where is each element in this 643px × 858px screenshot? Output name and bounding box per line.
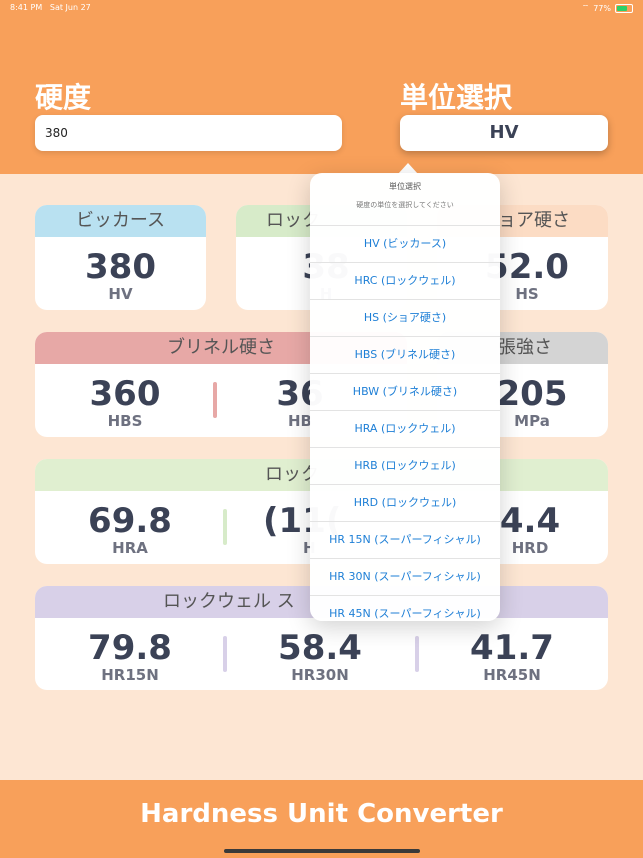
popover-item-hrc[interactable]: HRC (ロックウェル) (310, 262, 500, 299)
popover-subtitle: 硬度の単位を選択してください (356, 201, 454, 209)
popover-item-hra[interactable]: HRA (ロックウェル) (310, 410, 500, 447)
hbs-value-group: 360 HBS (75, 376, 175, 430)
vickers-unit: HV (108, 285, 133, 303)
hr15n-value: 79.8 (88, 628, 172, 668)
hra-value-group: 69.8 HRA (75, 503, 185, 557)
unit-select-button[interactable]: HV (400, 115, 608, 151)
tensile-value-group: 205 MPa (477, 376, 587, 430)
popover-item-hr30n[interactable]: HR 30N (スーパーフィシャル) (310, 558, 500, 595)
wifi-icon: ⌔ (581, 3, 590, 12)
hbs-unit: HBS (107, 412, 143, 430)
hra-value: 69.8 (88, 501, 172, 541)
footer: Hardness Unit Converter (0, 780, 643, 858)
unit-popover: 単位選択 硬度の単位を選択してください HV (ビッカース) HRC (ロックウ… (310, 173, 500, 621)
vickers-title: ビッカース (35, 205, 206, 237)
home-indicator[interactable] (224, 849, 420, 853)
popover-item-hrb[interactable]: HRB (ロックウェル) (310, 447, 500, 484)
hr45n-value-group: 41.7 HR45N (457, 630, 567, 684)
unit-select-label: 単位選択 (400, 81, 513, 114)
hardness-input[interactable]: 380 (35, 115, 342, 151)
hbs-value: 360 (89, 374, 161, 414)
vickers-value: 380 (85, 247, 156, 287)
popover-title: 単位選択 (389, 182, 421, 191)
status-time: 8:41 PM (10, 3, 43, 12)
popover-item-hv[interactable]: HV (ビッカース) (310, 225, 500, 262)
popover-item-hbw[interactable]: HBW (ブリネル硬さ) (310, 373, 500, 410)
hrd-value-group: 4.4 HRD (495, 503, 565, 557)
popover-item-hr15n[interactable]: HR 15N (スーパーフィシャル) (310, 521, 500, 558)
footer-title: Hardness Unit Converter (140, 799, 503, 829)
vickers-value-group: 380 HV (35, 249, 206, 303)
hr30n-unit: HR30N (291, 666, 349, 684)
popover-list: HV (ビッカース) HRC (ロックウェル) HS (ショア硬さ) HBS (… (310, 225, 500, 621)
tensile-value: 205 (496, 374, 568, 414)
hr45n-unit: HR45N (483, 666, 541, 684)
superficial-separator-1 (223, 636, 227, 672)
hrd-unit: HRD (511, 539, 549, 557)
popover-item-hs[interactable]: HS (ショア硬さ) (310, 299, 500, 336)
status-time-date: 8:41 PM Sat Jun 27 (10, 3, 91, 12)
shore-unit: HS (515, 285, 539, 303)
status-bar: 8:41 PM Sat Jun 27 ⌔ 77% (0, 0, 643, 16)
popover-arrow (398, 163, 418, 174)
popover-item-hbs[interactable]: HBS (ブリネル硬さ) (310, 336, 500, 373)
hbw-unit: HB (288, 412, 312, 430)
battery-icon (615, 3, 633, 13)
hardness-label: 硬度 (35, 81, 92, 114)
hr15n-unit: HR15N (101, 666, 159, 684)
superficial-separator-2 (415, 636, 419, 672)
hrd-value: 4.4 (499, 501, 561, 541)
tensile-unit: MPa (514, 412, 550, 430)
brinell-separator (213, 382, 217, 418)
hr30n-value-group: 58.4 HR30N (265, 630, 375, 684)
hr30n-value: 58.4 (278, 628, 362, 668)
popover-item-hrd[interactable]: HRD (ロックウェル) (310, 484, 500, 521)
hr45n-value: 41.7 (470, 628, 554, 668)
status-right: ⌔ 77% (582, 3, 633, 13)
vickers-card: ビッカース 380 HV (35, 205, 206, 310)
battery-percent: 77% (593, 3, 611, 13)
status-date: Sat Jun 27 (49, 3, 91, 12)
hra-unit: HRA (112, 539, 148, 557)
rockwell-separator (223, 509, 227, 545)
hr15n-value-group: 79.8 HR15N (75, 630, 185, 684)
popover-item-hr45n[interactable]: HR 45N (スーパーフィシャル) (310, 595, 500, 621)
